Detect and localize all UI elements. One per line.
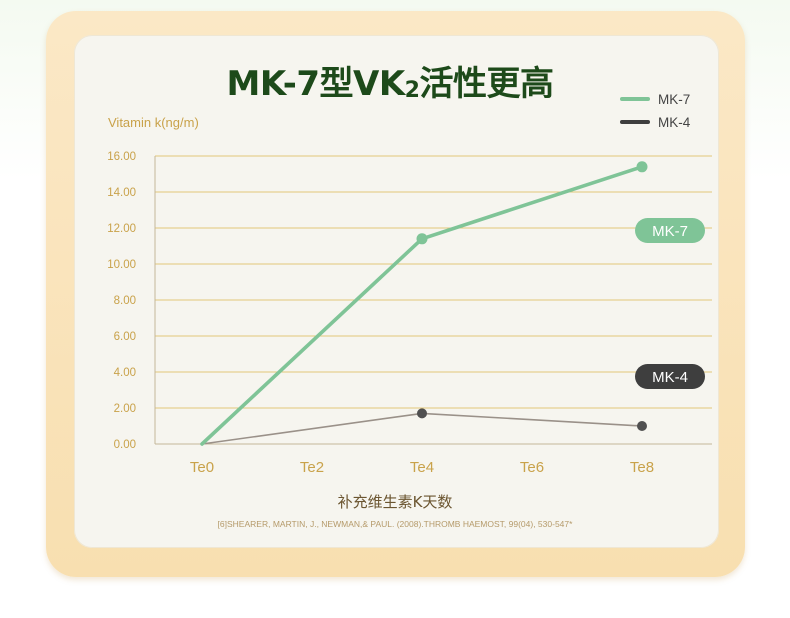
x-tick-label: Te6	[520, 459, 544, 476]
data-point-mk4	[637, 421, 647, 431]
data-point-mk7	[636, 161, 648, 173]
y-tick-label: 4.00	[114, 367, 136, 379]
data-point-mk4	[417, 408, 427, 419]
chart-title: MK-7型VK2活性更高	[200, 56, 580, 105]
series-pill-label-mk7: MK-7	[652, 223, 688, 240]
legend-label-mk4: MK-4	[658, 115, 691, 130]
y-tick-label: 12.00	[107, 223, 136, 235]
x-tick-label: Te8	[630, 459, 654, 476]
x-tick-label: Te0	[190, 459, 214, 476]
series-pill-mk7	[635, 218, 705, 243]
series-pill-label-mk4: MK-4	[652, 369, 688, 386]
chart-panel	[74, 35, 719, 548]
y-axis-label: Vitamin k(ng/m)	[108, 115, 199, 130]
y-tick-label: 16.00	[107, 151, 136, 163]
y-tick-label: 0.00	[114, 439, 136, 451]
x-tick-label: Te2	[300, 459, 324, 476]
citation: [6]SHEARER, MARTIN, J., NEWMAN,& PAUL. (…	[218, 519, 574, 529]
y-tick-label: 6.00	[114, 331, 136, 343]
chart-title-main-b: 活性更高	[419, 64, 554, 104]
series-pill-mk4	[635, 364, 705, 389]
legend-label-mk7: MK-7	[658, 92, 690, 107]
chart-title-subscript: 2	[404, 78, 420, 103]
x-tick-label: Te4	[410, 459, 434, 476]
chart-title-main-a: MK-7型VK	[226, 64, 406, 104]
y-tick-label: 14.00	[107, 187, 136, 199]
data-point-mk7	[416, 233, 428, 245]
y-tick-label: 2.00	[114, 403, 136, 415]
series-line-mk7	[200, 165, 644, 446]
x-axis-label: 补充维生素K天数	[338, 493, 453, 511]
y-tick-label: 10.00	[107, 259, 136, 271]
y-tick-label: 8.00	[114, 295, 136, 307]
